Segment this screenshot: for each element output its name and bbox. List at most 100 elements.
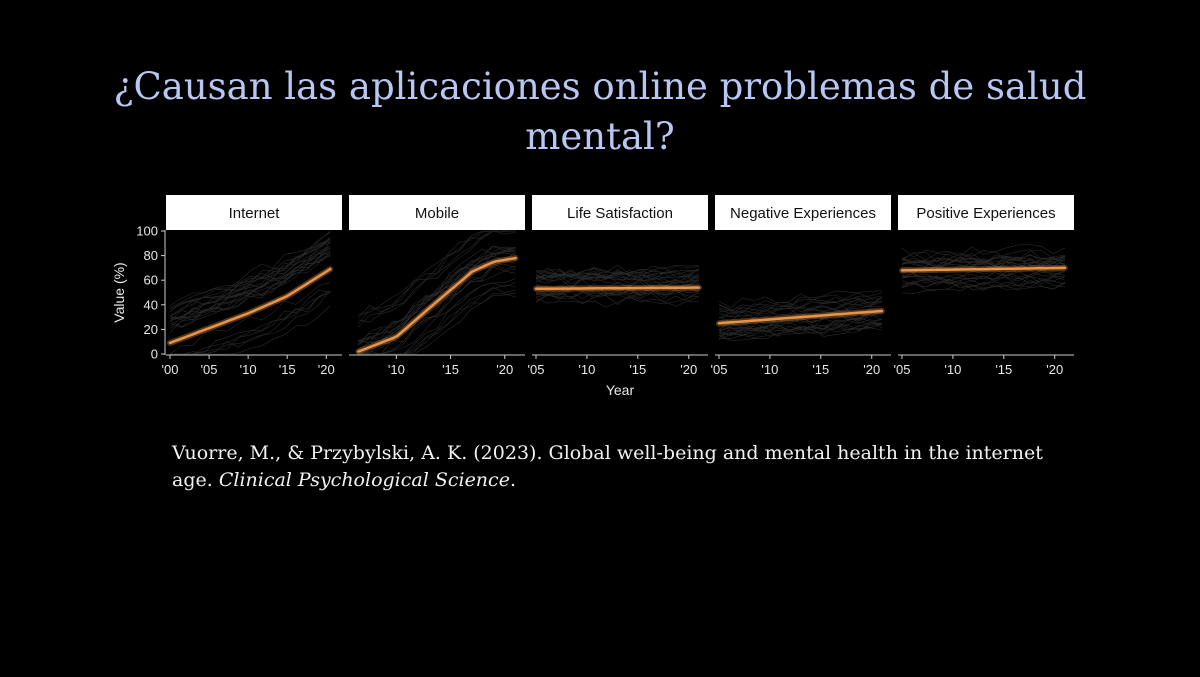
background-line bbox=[901, 254, 1065, 268]
panel-strip bbox=[349, 195, 525, 230]
background-line bbox=[169, 246, 331, 319]
background-line bbox=[901, 249, 1065, 262]
background-line bbox=[169, 282, 331, 355]
background-line bbox=[169, 241, 331, 310]
background-line bbox=[535, 287, 699, 299]
background-line bbox=[535, 269, 699, 280]
x-tick-label: '00 bbox=[162, 362, 179, 377]
panel-life-satisfaction: Life Satisfaction '05 '10 '15 '20 bbox=[528, 195, 708, 377]
background-line bbox=[535, 271, 700, 282]
x-tick-label: '05 bbox=[201, 362, 218, 377]
background-line bbox=[535, 266, 700, 278]
background-line bbox=[358, 248, 516, 342]
panel-title: Life Satisfaction bbox=[567, 205, 673, 222]
background-line bbox=[535, 269, 699, 281]
background-line bbox=[718, 296, 883, 315]
background-line bbox=[718, 314, 883, 330]
background-line bbox=[535, 285, 699, 297]
x-tick-label: '20 bbox=[496, 362, 513, 377]
background-line bbox=[901, 244, 1066, 258]
x-tick-label: '10 bbox=[240, 362, 257, 377]
background-line bbox=[901, 269, 1066, 280]
background-line bbox=[169, 230, 331, 306]
background-line bbox=[535, 292, 700, 305]
background-lines bbox=[358, 230, 516, 355]
background-line bbox=[358, 263, 516, 355]
background-line bbox=[718, 290, 882, 309]
background-line bbox=[170, 292, 331, 355]
background-line bbox=[535, 292, 700, 303]
background-line bbox=[358, 251, 516, 350]
background-line bbox=[170, 290, 331, 355]
background-line bbox=[358, 282, 516, 355]
x-tick-label: '10 bbox=[761, 362, 778, 377]
background-line bbox=[358, 263, 516, 355]
background-line bbox=[718, 322, 882, 341]
background-line bbox=[358, 230, 516, 324]
background-line bbox=[718, 292, 882, 311]
y-tick-label: 80 bbox=[144, 248, 158, 263]
background-line bbox=[718, 312, 882, 334]
background-line bbox=[358, 250, 516, 344]
x-axis-label: Year bbox=[606, 382, 635, 398]
background-line bbox=[169, 247, 331, 322]
background-line bbox=[901, 277, 1065, 288]
background-line bbox=[358, 292, 516, 355]
background-line bbox=[358, 245, 516, 344]
citation-journal: Clinical Psychological Science bbox=[218, 469, 510, 491]
slide-title: ¿Causan las aplicaciones online problema… bbox=[113, 65, 1087, 158]
background-line bbox=[901, 275, 1065, 289]
trend-line bbox=[900, 266, 1067, 272]
background-line bbox=[169, 253, 331, 322]
background-line bbox=[535, 281, 700, 294]
background-line bbox=[169, 252, 331, 327]
x-tick-label: '05 bbox=[894, 362, 911, 377]
panel-strip bbox=[532, 195, 708, 230]
x-tick-label: '05 bbox=[528, 362, 545, 377]
background-line bbox=[901, 270, 1065, 284]
background-line bbox=[718, 324, 882, 340]
background-line bbox=[718, 290, 882, 312]
trend-line bbox=[534, 286, 701, 291]
background-line bbox=[170, 292, 331, 355]
background-line bbox=[358, 293, 516, 355]
background-line bbox=[535, 274, 700, 284]
background-lines bbox=[901, 244, 1066, 294]
trend-band bbox=[355, 255, 519, 355]
background-line bbox=[901, 258, 1065, 270]
background-line bbox=[901, 257, 1066, 267]
background-line bbox=[901, 253, 1065, 264]
citation-authors: Vuorre, M., & Przybylski, A. K. (2023). … bbox=[172, 442, 1043, 491]
y-tick-label: 60 bbox=[144, 273, 158, 288]
background-line bbox=[358, 251, 516, 345]
background-line bbox=[901, 270, 1065, 282]
background-lines bbox=[535, 264, 700, 308]
panel-mobile: Mobile '10 '15 '20 bbox=[349, 195, 525, 377]
panel-negative-experiences: Negative Experiences '05 '10 '15 '20 bbox=[711, 195, 891, 377]
background-line bbox=[535, 278, 700, 291]
background-line bbox=[535, 288, 700, 300]
background-line bbox=[535, 264, 699, 276]
background-line bbox=[718, 296, 882, 313]
background-line bbox=[169, 255, 331, 333]
x-tick-label: '20 bbox=[863, 362, 880, 377]
background-line bbox=[358, 246, 516, 346]
panel-strip bbox=[715, 195, 891, 230]
background-line bbox=[718, 303, 882, 317]
background-line bbox=[901, 274, 1066, 285]
background-line bbox=[718, 315, 883, 337]
background-line bbox=[169, 240, 331, 317]
background-line bbox=[901, 282, 1066, 294]
faceted-line-chart: 0 20 40 60 80 100 Value (%) Internet '00 '05 '10 '1… bbox=[111, 195, 1074, 398]
background-line bbox=[901, 256, 1065, 268]
x-tick-label: '15 bbox=[995, 362, 1012, 377]
background-line bbox=[535, 289, 699, 299]
x-tick-label: '15 bbox=[629, 362, 646, 377]
y-tick-label: 20 bbox=[144, 322, 158, 337]
background-lines bbox=[169, 230, 331, 355]
background-line bbox=[901, 257, 1065, 269]
x-tick-label: '05 bbox=[711, 362, 728, 377]
background-line bbox=[901, 275, 1065, 289]
background-line bbox=[718, 309, 882, 328]
panel-strip bbox=[898, 195, 1074, 230]
